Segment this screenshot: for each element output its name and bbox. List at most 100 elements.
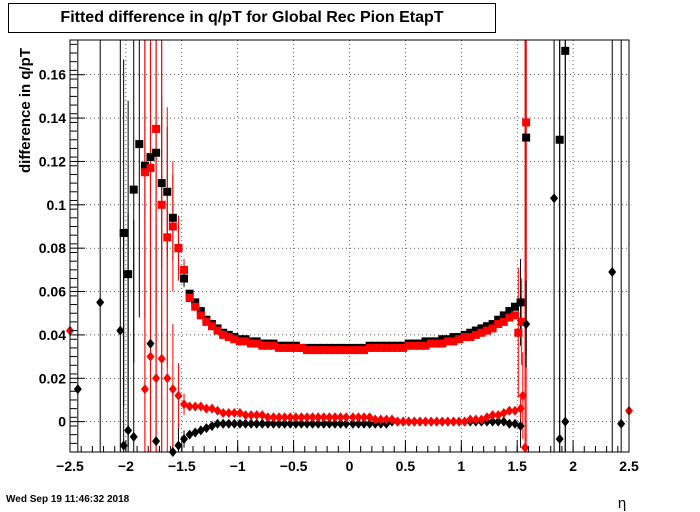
data-point-square [505,313,514,322]
data-point-diamond [516,403,525,414]
x-tick-label: −0.5 [280,458,308,474]
data-point-diamond [348,418,357,429]
y-tick-label: 0.16 [39,67,66,83]
data-point-square [466,328,475,337]
x-tick-label: 0.5 [396,458,416,474]
data-point-square [471,326,480,335]
data-point-square [514,328,523,337]
data-point-square [168,213,177,222]
data-point-square [252,339,261,348]
y-tick-label: 0.06 [39,284,66,300]
data-point-square [421,341,430,350]
data-point-diamond [432,416,441,427]
data-point-diamond [252,410,261,421]
data-point-square [561,46,570,55]
data-point-diamond [146,351,155,362]
data-point-diamond [174,390,183,401]
data-point-square [163,233,172,242]
data-point-square [443,337,452,346]
data-point-diamond [427,416,436,427]
data-point-diamond [219,407,228,418]
data-point-diamond [410,416,419,427]
data-point-diamond [471,414,480,425]
data-point-diamond [393,416,402,427]
data-point-square [135,140,144,149]
data-point-diamond [336,412,345,423]
y-tick-label: 0 [58,414,66,430]
data-point-diamond [73,384,82,395]
data-point-square [421,337,430,346]
data-point-square [342,346,351,355]
data-point-diamond [96,297,105,308]
y-tick-label: 0.1 [47,197,67,213]
data-point-square [483,322,492,331]
x-tick-label: 0 [346,458,354,474]
data-point-square [499,311,508,320]
data-point-square [404,341,413,350]
data-point-square [235,337,244,346]
data-point-square [275,343,284,352]
data-point-square [224,333,233,342]
data-point-square [308,346,317,355]
data-point-square [213,326,222,335]
data-point-square [168,222,177,231]
y-tick-label: 0.04 [39,327,66,343]
y-axis-label: difference in q/pT [17,48,34,173]
data-point-square [399,343,408,352]
data-point-square [319,346,328,355]
data-markers [66,46,633,457]
data-point-diamond [365,418,374,429]
data-point-diamond [297,412,306,423]
data-point-diamond [230,407,239,418]
data-point-diamond [280,418,289,429]
data-point-diamond [438,416,447,427]
data-point-diamond [269,418,278,429]
data-point-square [140,161,149,170]
data-point-square [393,343,402,352]
data-point-diamond [505,418,514,429]
data-point-square [185,289,194,298]
data-point-diamond [561,416,570,427]
x-tick-label: 2.5 [619,458,639,474]
x-tick-label: −1.5 [168,458,196,474]
data-point-square [140,168,149,177]
data-point-diamond [213,418,222,429]
data-point-diamond [202,403,211,414]
data-point-diamond [308,412,317,423]
data-point-diamond [488,410,497,421]
data-point-diamond [163,373,172,384]
data-point-diamond [354,412,363,423]
data-point-square [247,339,256,348]
data-point-diamond [371,414,380,425]
data-point-square [488,320,497,329]
data-point-square [510,311,519,320]
x-tick-label: 1.5 [507,458,527,474]
y-tick-label: 0.08 [39,240,66,256]
data-point-square [494,315,503,324]
data-point-diamond [617,418,626,429]
data-point-diamond [314,418,323,429]
data-point-diamond [376,414,385,425]
data-point-diamond [280,412,289,423]
data-point-square [466,333,475,342]
data-point-square [174,244,183,253]
error-bars [69,40,630,452]
data-point-square [146,163,155,172]
data-point-square [455,335,464,344]
data-point-square [157,179,166,188]
data-point-diamond [325,418,334,429]
data-point-diamond [354,418,363,429]
y-tick-label: 0.14 [39,110,66,126]
data-point-square [499,317,508,326]
data-point-square [152,148,161,157]
data-point-diamond [521,442,530,453]
grid-lines [70,40,629,452]
data-point-square [494,320,503,329]
tick-labels: −2.5 −2 −1.5 −1 −0.5 0 0.5 1 1.5 2 2.5 0 0.02 0.04 0.0… [39,67,639,474]
y-tick-label: 0.02 [39,370,66,386]
data-point-diamond [415,416,424,427]
data-point-square [325,346,334,355]
data-point-square [269,341,278,350]
data-point-diamond [516,420,525,431]
